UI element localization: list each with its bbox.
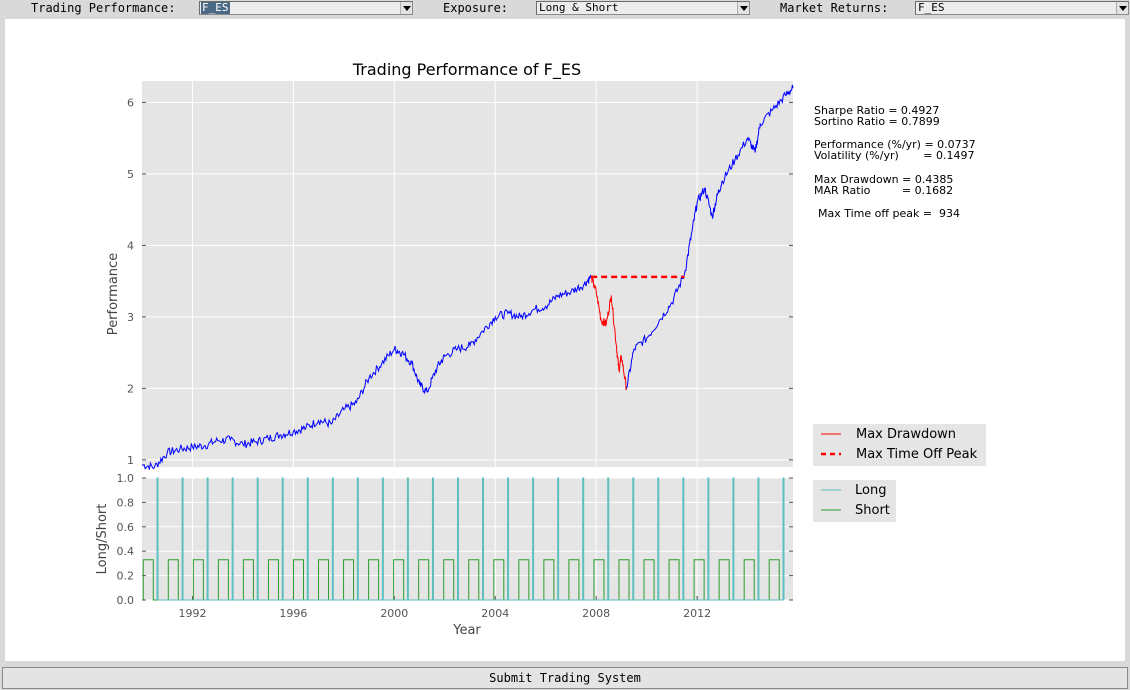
toolbar: Trading Performance: F_ES Exposure: Long… <box>0 0 1130 16</box>
max-drawdown-line <box>590 275 627 391</box>
x-tick-label: 2008 <box>582 607 610 620</box>
long-short-y-axis-label: Long/Short <box>95 504 110 575</box>
max-drawdown-value: Max Drawdown = 0.4385 <box>814 173 953 186</box>
y-tick-label: 1 <box>127 454 134 467</box>
chevron-down-icon[interactable] <box>1116 2 1128 14</box>
y-tick-label: 1.0 <box>117 472 135 485</box>
y-tick-label: 0.0 <box>117 594 135 607</box>
volatility-per-year: Volatility (%/yr) = 0.1497 <box>814 149 974 162</box>
sortino-ratio: Sortino Ratio = 0.7899 <box>814 115 940 128</box>
exposure-value: Long & Short <box>539 1 619 14</box>
submit-trading-system-button[interactable]: Submit Trading System <box>2 667 1128 689</box>
long-short-lines <box>142 477 785 601</box>
y-tick-label: 4 <box>127 239 134 252</box>
x-tick-label: 1992 <box>178 607 206 620</box>
legend-label-max-time-off-peak: Max Time Off Peak <box>856 447 978 462</box>
exposure-label: Exposure: <box>443 1 509 15</box>
performance-grid <box>142 81 793 467</box>
y-tick-label: 0.6 <box>117 521 135 534</box>
sharpe-ratio: Sharpe Ratio = 0.4927 <box>814 104 939 117</box>
figure: 1 2 3 4 5 6 Trading Performance of F_ES Perfo… <box>95 60 986 638</box>
y-tick-label: 0.4 <box>117 545 135 558</box>
x-tick-label: 2000 <box>380 607 408 620</box>
y-tick-label: 5 <box>127 168 134 181</box>
performance-chart-title: Trading Performance of F_ES <box>352 60 581 80</box>
market-returns-label: Market Returns: <box>780 1 889 15</box>
market-returns-value: F_ES <box>918 1 945 14</box>
trading-performance-select[interactable]: F_ES <box>199 1 413 15</box>
long-line <box>156 477 785 601</box>
performance-plot-area <box>142 81 793 467</box>
y-tick-label: 2 <box>127 382 134 395</box>
chevron-down-icon[interactable] <box>737 2 749 14</box>
performance-lines <box>141 84 794 470</box>
performance-per-year: Performance (%/yr) = 0.0737 <box>814 138 976 151</box>
legend-label-short: Short <box>855 503 890 518</box>
long-short-y-ticks: 0.0 0.2 0.4 0.6 0.8 1.0 <box>117 472 793 607</box>
x-tick-label: 1996 <box>279 607 307 620</box>
time-off-peak-value: Max Time off peak = 934 <box>818 207 960 220</box>
chevron-down-icon[interactable] <box>400 2 412 14</box>
trading-performance-value: F_ES <box>201 1 230 14</box>
performance-line <box>141 274 592 470</box>
y-tick-label: 0.2 <box>117 570 135 583</box>
year-axis-label: Year <box>452 623 481 638</box>
long-short-plot-area <box>142 478 793 600</box>
performance-y-ticks: 1 2 3 4 5 6 <box>127 96 793 467</box>
legend-label-long: Long <box>855 483 886 498</box>
performance-y-axis-label: Performance <box>106 253 121 335</box>
mar-ratio-value: MAR Ratio = 0.1682 <box>814 184 953 197</box>
trading-performance-label: Trading Performance: <box>31 1 176 15</box>
y-tick-label: 0.8 <box>117 496 135 509</box>
x-tick-label: 2004 <box>481 607 509 620</box>
y-tick-label: 3 <box>127 311 134 324</box>
performance-line <box>626 84 794 389</box>
performance-legend: Max Drawdown Max Time Off Peak <box>813 424 986 466</box>
legend-label-max-drawdown: Max Drawdown <box>856 427 956 442</box>
figure-canvas: 1 2 3 4 5 6 Trading Performance of F_ES Perfo… <box>5 19 1125 661</box>
y-tick-label: 6 <box>127 96 134 109</box>
x-tick-label: 2012 <box>683 607 711 620</box>
long-short-legend: Long Short <box>813 480 896 522</box>
exposure-select[interactable]: Long & Short <box>536 1 750 15</box>
year-x-ticks: 1992 1996 2000 2004 2008 2012 <box>178 596 711 620</box>
market-returns-select[interactable]: F_ES <box>915 1 1129 15</box>
stats-panel: Sharpe Ratio = 0.4927 Sortino Ratio = 0.… <box>814 104 976 220</box>
